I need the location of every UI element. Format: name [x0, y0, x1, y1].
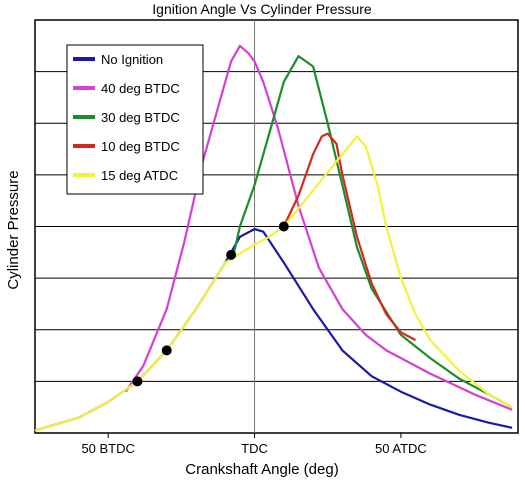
legend-label: 40 deg BTDC — [101, 81, 180, 96]
x-tick-label: TDC — [241, 441, 268, 456]
x-tick-label: 50 BTDC — [81, 441, 134, 456]
legend-label: 15 deg ATDC — [101, 168, 178, 183]
ignition-marker — [132, 376, 143, 387]
ignition-markers — [132, 221, 289, 387]
legend-label: 10 deg BTDC — [101, 139, 180, 154]
chart-title: Ignition Angle Vs Cylinder Pressure — [152, 1, 372, 17]
y-axis-label: Cylinder Pressure — [5, 170, 22, 289]
ignition-marker — [278, 221, 289, 232]
legend: No Ignition 40 deg BTDC 30 deg BTDC 10 deg … — [66, 44, 204, 195]
series-line-1 — [124, 44, 513, 411]
series-line-2 — [233, 55, 513, 409]
x-ticks: 50 BTDC TDC 50 ATDC — [81, 433, 427, 456]
ignition-marker — [161, 345, 172, 356]
ignition-marker — [226, 249, 237, 260]
legend-label: 30 deg BTDC — [101, 110, 180, 125]
x-tick-label: 50 ATDC — [375, 441, 427, 456]
legend-label: No Ignition — [101, 52, 163, 67]
legend-box — [66, 44, 204, 195]
series-line-4 — [34, 135, 513, 432]
x-axis-label: Crankshaft Angle (deg) — [185, 461, 338, 478]
